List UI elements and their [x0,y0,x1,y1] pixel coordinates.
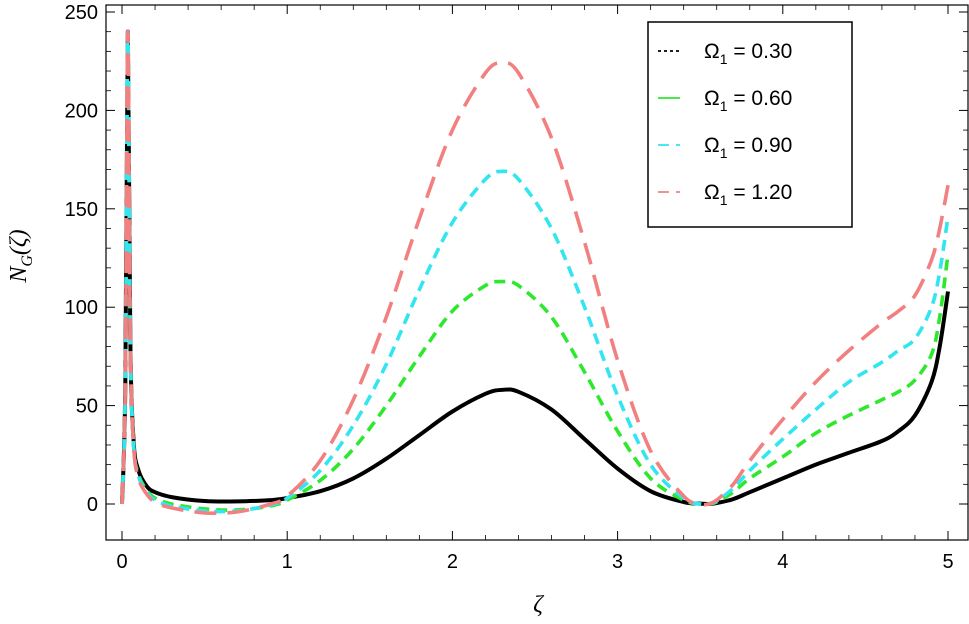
y-tick-label: 0 [87,494,98,516]
x-axis-title: ζ [533,592,545,618]
legend-value: = 0.60 [728,87,793,110]
legend-symbol: Ω [704,87,720,110]
series-layer [120,29,950,516]
plot-frame [105,4,969,541]
legend-value: = 0.30 [728,40,793,63]
legend-value: = 1.20 [728,181,793,204]
legend-subscript: 1 [720,51,728,67]
series-line-3 [120,29,950,516]
y-axis-title-sub: G [19,255,36,267]
y-axis-title-rest: (ζ) [6,229,32,255]
legend-subscript: 1 [720,145,728,161]
y-tick-label: 100 [65,297,98,319]
legend-value: = 0.90 [728,134,793,157]
y-tick-label: 200 [65,100,98,122]
y-axis-title-main: N [6,265,32,284]
x-tick-label: 5 [942,551,953,573]
x-tick-label: 3 [612,551,623,573]
y-tick-label: 250 [65,2,98,24]
x-tick-label: 2 [447,551,458,573]
legend-box [647,21,853,228]
y-axis-title: NG(ζ) [6,229,36,283]
legend-label-3: Ω1 = 1.20 [704,181,792,208]
y-tick-label: 50 [76,396,98,418]
y-tick-label: 150 [65,199,98,221]
legend-symbol: Ω [704,181,720,204]
legend-label-2: Ω1 = 0.90 [704,134,792,161]
x-tick-label: 4 [777,551,788,573]
x-tick-label: 1 [282,551,293,573]
legend-label-1: Ω1 = 0.60 [704,87,792,114]
legend-symbol: Ω [704,134,720,157]
x-tick-label: 0 [116,551,127,573]
legend-symbol: Ω [704,40,720,63]
legend-subscript: 1 [720,98,728,114]
legend-subscript: 1 [720,192,728,208]
legend-label-0: Ω1 = 0.30 [704,40,792,67]
series-line-1 [120,29,950,512]
